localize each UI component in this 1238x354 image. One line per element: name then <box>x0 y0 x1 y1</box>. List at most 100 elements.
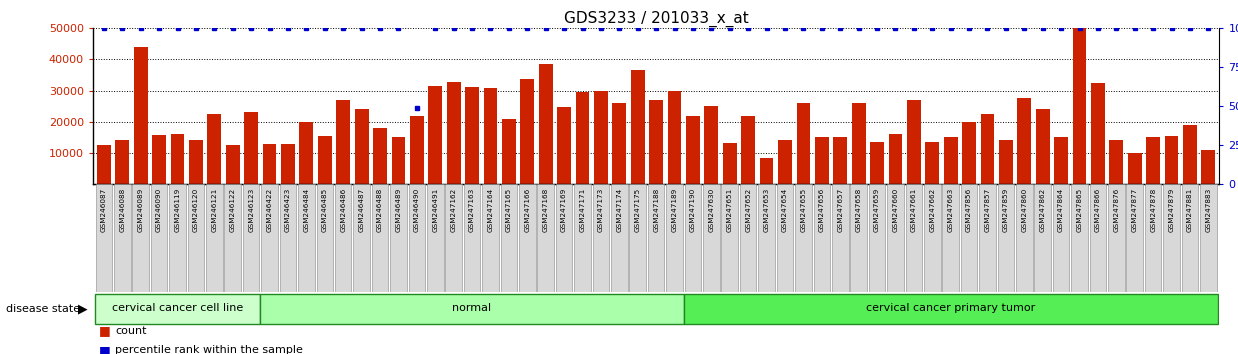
Bar <box>594 91 608 184</box>
Bar <box>907 100 921 184</box>
Text: GSM247652: GSM247652 <box>745 187 751 232</box>
Text: GSM247188: GSM247188 <box>654 187 659 232</box>
FancyBboxPatch shape <box>243 184 260 292</box>
Text: GSM246490: GSM246490 <box>413 187 420 232</box>
Bar <box>667 91 681 184</box>
Bar <box>557 107 571 184</box>
Bar <box>539 64 552 184</box>
Text: GSM247877: GSM247877 <box>1132 187 1138 232</box>
Text: GSM246422: GSM246422 <box>266 187 272 232</box>
FancyBboxPatch shape <box>1108 184 1124 292</box>
FancyBboxPatch shape <box>261 184 277 292</box>
FancyBboxPatch shape <box>888 184 904 292</box>
Text: GSM246090: GSM246090 <box>156 187 162 232</box>
Text: GSM246088: GSM246088 <box>119 187 125 232</box>
Bar <box>318 136 332 184</box>
Text: GSM247881: GSM247881 <box>1187 187 1193 232</box>
Text: GSM247876: GSM247876 <box>1113 187 1119 232</box>
Bar <box>686 115 699 184</box>
Text: GSM247189: GSM247189 <box>671 187 677 232</box>
FancyBboxPatch shape <box>612 184 628 292</box>
Text: GSM246484: GSM246484 <box>303 187 310 232</box>
Text: GSM247169: GSM247169 <box>561 187 567 232</box>
Bar <box>1036 109 1050 184</box>
Text: GSM247653: GSM247653 <box>764 187 770 232</box>
Text: GSM247879: GSM247879 <box>1169 187 1175 232</box>
Bar <box>244 113 258 184</box>
FancyBboxPatch shape <box>132 184 149 292</box>
Bar <box>833 137 847 184</box>
Bar <box>300 122 313 184</box>
Bar <box>613 103 626 184</box>
Text: GSM247163: GSM247163 <box>469 187 475 232</box>
Text: GSM247630: GSM247630 <box>708 187 714 232</box>
Bar <box>999 141 1013 184</box>
FancyBboxPatch shape <box>924 184 941 292</box>
Text: GSM247662: GSM247662 <box>930 187 935 232</box>
Bar <box>631 70 645 184</box>
FancyBboxPatch shape <box>206 184 223 292</box>
FancyBboxPatch shape <box>1200 184 1217 292</box>
FancyBboxPatch shape <box>1127 184 1143 292</box>
Text: ■: ■ <box>99 344 110 354</box>
Text: GSM247883: GSM247883 <box>1206 187 1212 232</box>
Bar <box>1109 141 1123 184</box>
FancyBboxPatch shape <box>795 184 812 292</box>
FancyBboxPatch shape <box>409 184 425 292</box>
FancyBboxPatch shape <box>722 184 738 292</box>
FancyBboxPatch shape <box>1182 184 1198 292</box>
Text: GSM246489: GSM246489 <box>395 187 401 232</box>
FancyBboxPatch shape <box>961 184 977 292</box>
Bar <box>742 115 755 184</box>
Text: GSM247661: GSM247661 <box>911 187 917 232</box>
FancyBboxPatch shape <box>740 184 756 292</box>
Bar <box>943 137 957 184</box>
Text: GSM247663: GSM247663 <box>947 187 953 232</box>
Text: GSM246122: GSM246122 <box>230 187 235 232</box>
FancyBboxPatch shape <box>1035 184 1051 292</box>
Bar <box>208 114 222 184</box>
FancyBboxPatch shape <box>95 184 113 292</box>
Text: ▶: ▶ <box>78 302 88 315</box>
Bar <box>962 122 976 184</box>
FancyBboxPatch shape <box>427 184 443 292</box>
FancyBboxPatch shape <box>519 184 536 292</box>
Text: GSM247865: GSM247865 <box>1077 187 1082 232</box>
Bar <box>852 103 865 184</box>
FancyBboxPatch shape <box>1052 184 1070 292</box>
FancyBboxPatch shape <box>647 184 665 292</box>
Text: GSM247190: GSM247190 <box>690 187 696 232</box>
Text: GSM247856: GSM247856 <box>966 187 972 232</box>
Text: percentile rank within the sample: percentile rank within the sample <box>115 346 303 354</box>
Title: GDS3233 / 201033_x_at: GDS3233 / 201033_x_at <box>563 11 749 27</box>
Bar <box>1018 98 1031 184</box>
Text: GSM247171: GSM247171 <box>579 187 586 232</box>
Text: cervical cancer primary tumor: cervical cancer primary tumor <box>867 303 1035 313</box>
FancyBboxPatch shape <box>869 184 885 292</box>
Bar <box>1072 28 1087 184</box>
Text: GSM247655: GSM247655 <box>801 187 806 232</box>
FancyBboxPatch shape <box>464 184 480 292</box>
Text: GSM246486: GSM246486 <box>340 187 347 232</box>
Text: GSM246087: GSM246087 <box>100 187 106 232</box>
Text: GSM246488: GSM246488 <box>378 187 383 232</box>
Bar <box>723 143 737 184</box>
FancyBboxPatch shape <box>224 184 241 292</box>
FancyBboxPatch shape <box>1164 184 1180 292</box>
Text: GSM246121: GSM246121 <box>212 187 218 232</box>
Text: GSM246485: GSM246485 <box>322 187 328 232</box>
Bar <box>189 141 203 184</box>
Text: GSM247866: GSM247866 <box>1094 187 1101 232</box>
Text: GSM246491: GSM246491 <box>432 187 438 232</box>
Text: GSM247165: GSM247165 <box>506 187 511 232</box>
Text: GSM247651: GSM247651 <box>727 187 733 232</box>
FancyBboxPatch shape <box>170 184 186 292</box>
FancyBboxPatch shape <box>759 184 775 292</box>
FancyBboxPatch shape <box>683 294 1218 324</box>
Bar <box>1184 125 1197 184</box>
FancyBboxPatch shape <box>260 294 683 324</box>
Bar <box>1128 153 1141 184</box>
Bar <box>134 47 147 184</box>
FancyBboxPatch shape <box>942 184 959 292</box>
Bar <box>373 128 387 184</box>
